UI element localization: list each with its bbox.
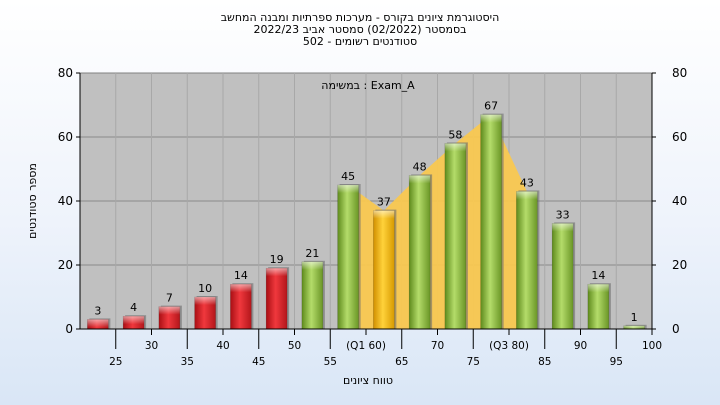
value-label: 19 <box>270 253 284 266</box>
bar-highlight <box>409 175 431 184</box>
bar-highlight <box>230 284 252 293</box>
chart-title-line-1: היסטוגרמת ציונים בקורס - מערכות ספרתיות … <box>221 11 500 24</box>
x-tick-label: 75 <box>467 356 480 368</box>
value-label: 33 <box>556 208 570 221</box>
x-tick-label: (Q3 80) <box>489 340 529 352</box>
bar <box>551 223 574 330</box>
x-tick-label: 40 <box>216 340 229 352</box>
bar <box>337 184 359 330</box>
y-tick-label-right: 0 <box>672 322 680 336</box>
y-axis-left-ticks: 0 20 40 60 80 <box>58 66 80 336</box>
bar-highlight <box>123 316 145 325</box>
y-tick-label: 80 <box>58 66 73 80</box>
y-tick-label-right: 60 <box>672 130 687 144</box>
y-axis-right-ticks: 0 20 40 60 80 <box>652 66 687 336</box>
x-tick-label: 35 <box>181 356 194 368</box>
x-tick-label: 30 <box>145 340 158 352</box>
bar-highlight <box>158 306 180 315</box>
y-tick-label: 60 <box>58 130 73 144</box>
x-tick-label: 25 <box>109 356 122 368</box>
y-axis-label: מספר סטודנטים <box>26 163 39 239</box>
bar <box>373 210 395 330</box>
bar <box>444 143 467 330</box>
bar-highlight <box>552 223 574 232</box>
x-axis-label: טווח ציונים <box>343 374 393 387</box>
value-label: 7 <box>166 292 173 305</box>
bar <box>408 175 431 330</box>
bars <box>87 113 647 330</box>
x-tick-label: 50 <box>288 340 301 352</box>
value-label: 14 <box>234 269 248 282</box>
bar-highlight <box>623 325 645 329</box>
value-label: 37 <box>377 196 391 209</box>
y-tick-label: 0 <box>65 322 73 336</box>
x-axis-ticks: 25 30 35 40 45 50 55 (Q1 60) 65 70 75 (Q3 80) 85 90 95… <box>109 329 662 368</box>
value-label: 3 <box>94 304 101 317</box>
x-tick-label: 90 <box>574 340 587 352</box>
y-tick-label: 40 <box>58 194 73 208</box>
annotation-text: במשימה : Exam_A <box>321 79 415 92</box>
x-tick-label: 70 <box>431 340 444 352</box>
bar-highlight <box>587 284 609 293</box>
chart-title-line-3: סטודנטים רשומים - 502 <box>303 35 417 48</box>
y-tick-label-right: 80 <box>672 66 687 80</box>
value-label: 21 <box>305 247 319 260</box>
chart-title-block: היסטוגרמת ציונים בקורס - מערכות ספרתיות … <box>221 11 500 48</box>
x-tick-label: 95 <box>610 356 623 368</box>
bar <box>480 114 502 330</box>
bar-highlight <box>516 191 538 200</box>
bar <box>265 267 288 330</box>
bar-highlight <box>301 261 323 270</box>
bar-highlight <box>480 114 502 123</box>
bar-highlight <box>373 210 395 219</box>
y-tick-label-right: 40 <box>672 194 687 208</box>
value-label: 58 <box>448 128 462 141</box>
bar-highlight <box>266 268 288 277</box>
x-tick-label: 55 <box>324 356 337 368</box>
value-label: 48 <box>413 160 427 173</box>
x-gridlines <box>115 73 617 329</box>
bar <box>301 261 324 330</box>
value-label: 67 <box>484 100 498 113</box>
value-label: 45 <box>341 170 355 183</box>
bar-highlight <box>194 297 216 305</box>
bar <box>516 191 538 330</box>
value-labels: 3 4 7 10 14 19 21 45 37 48 58 67 43 33 14 1 <box>94 100 637 324</box>
bar-highlight <box>444 143 466 152</box>
chart-title-line-2: בסמסטר (02/2022) סמסטר אביב 2022/23 <box>253 23 466 36</box>
y-tick-label-right: 20 <box>672 258 687 272</box>
value-label: 4 <box>130 301 137 314</box>
x-tick-label: (Q1 60) <box>346 340 386 352</box>
x-tick-label: 45 <box>252 356 265 368</box>
y-tick-label: 20 <box>58 258 73 272</box>
bar-highlight <box>337 185 359 193</box>
value-label: 43 <box>520 176 534 189</box>
value-label: 14 <box>591 269 605 282</box>
value-label: 1 <box>631 311 638 324</box>
x-tick-label: 100 <box>642 340 662 352</box>
x-tick-label: 65 <box>395 356 408 368</box>
value-label: 10 <box>198 282 212 295</box>
bar-highlight <box>87 319 109 328</box>
x-tick-label: 85 <box>538 356 551 368</box>
